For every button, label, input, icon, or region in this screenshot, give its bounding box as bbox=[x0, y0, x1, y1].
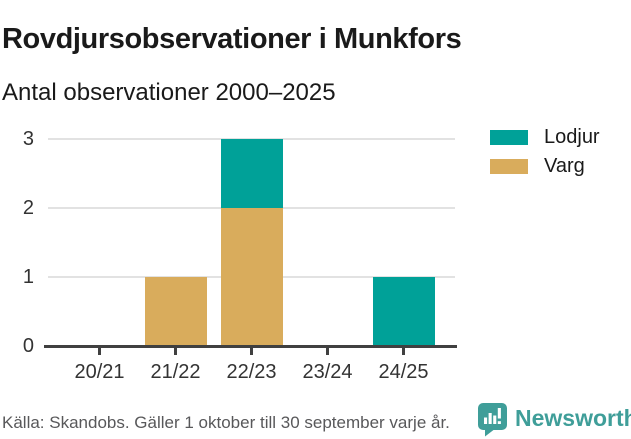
newsworthy-brand[interactable]: Newsworthy bbox=[477, 402, 631, 437]
legend-swatch-varg bbox=[490, 158, 528, 174]
page-title: Rovdjursobservationer i Munkfors bbox=[2, 23, 462, 56]
x-axis-tick bbox=[326, 348, 329, 355]
source-note: Källa: Skandobs. Gäller 1 oktober till 3… bbox=[2, 413, 450, 432]
y-axis-label: 0 bbox=[22, 335, 34, 357]
newsworthy-logo-icon bbox=[478, 403, 507, 437]
legend-item-lodjur: Lodjur bbox=[490, 126, 600, 148]
y-axis-label: 2 bbox=[22, 197, 34, 219]
x-axis-tick bbox=[174, 348, 177, 355]
x-axis-tick bbox=[402, 348, 405, 355]
legend-label: Lodjur bbox=[544, 125, 600, 148]
x-axis-tick bbox=[250, 348, 253, 355]
x-axis-label: 23/24 bbox=[302, 361, 353, 383]
bar-segment-varg bbox=[144, 277, 207, 346]
y-axis-label: 3 bbox=[22, 128, 34, 150]
y-axis-label: 1 bbox=[22, 266, 34, 288]
x-axis-label: 20/21 bbox=[74, 361, 125, 383]
x-axis-label: 21/22 bbox=[150, 361, 201, 383]
chart-legend: Lodjur Varg bbox=[490, 126, 600, 187]
bar-segment-lodjur bbox=[220, 139, 283, 208]
x-axis-label: 22/23 bbox=[226, 361, 277, 383]
x-axis-label: 24/25 bbox=[378, 361, 429, 383]
bar-segment-lodjur bbox=[372, 277, 435, 346]
x-axis-tick bbox=[98, 348, 101, 355]
page-subtitle: Antal observationer 2000–2025 bbox=[2, 78, 336, 106]
x-axis-line bbox=[44, 345, 457, 348]
legend-swatch-lodjur bbox=[490, 129, 528, 145]
legend-label: Varg bbox=[544, 154, 585, 177]
bar-segment-varg bbox=[220, 208, 283, 346]
legend-item-varg: Varg bbox=[490, 155, 600, 177]
brand-name: Newsworthy bbox=[515, 405, 631, 431]
